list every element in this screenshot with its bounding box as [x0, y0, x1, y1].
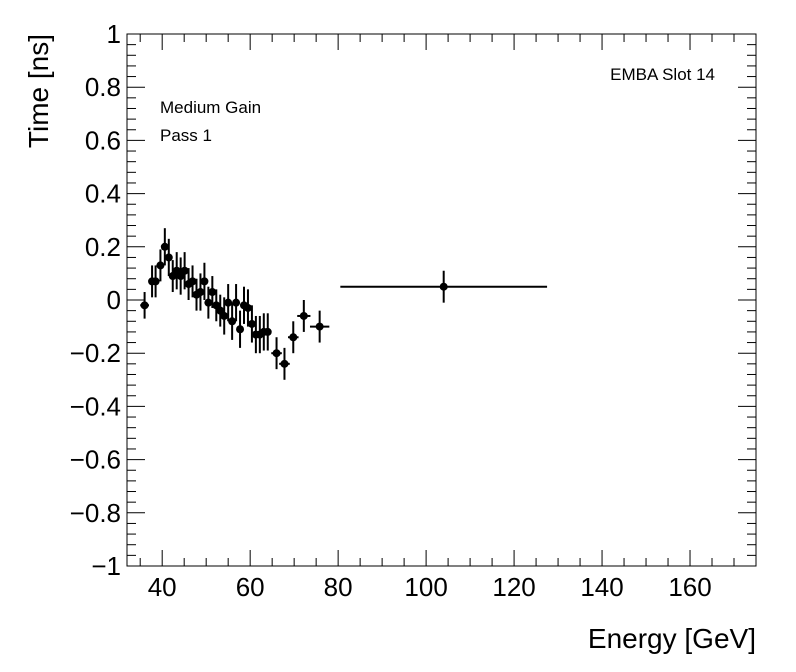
y-tick-label: 0.6	[85, 125, 121, 155]
annotation-gain: Medium Gain	[160, 98, 261, 117]
annotation-slot: EMBA Slot 14	[610, 65, 715, 84]
point-marker	[439, 282, 448, 291]
x-tick-label: 60	[236, 572, 265, 602]
data-point	[164, 238, 173, 277]
x-tick-label: 160	[668, 572, 711, 602]
point-marker	[315, 322, 324, 331]
data-point	[196, 273, 205, 311]
data-point	[263, 313, 272, 351]
data-point	[243, 289, 252, 327]
point-marker	[160, 242, 169, 251]
data-point	[220, 297, 229, 335]
y-tick-label: −0.6	[70, 445, 121, 475]
data-point	[151, 265, 160, 298]
y-tick-label: 0.2	[85, 232, 121, 262]
point-marker	[299, 311, 308, 320]
point-marker	[247, 319, 256, 328]
data-point	[271, 337, 282, 370]
data-point	[255, 315, 264, 354]
data-point	[247, 305, 256, 343]
x-tick-label: 140	[580, 572, 623, 602]
annotation-pass: Pass 1	[160, 126, 212, 145]
data-point	[180, 252, 189, 290]
point-marker	[236, 325, 245, 334]
y-tick-label: 0	[107, 285, 121, 315]
y-tick-label: −0.4	[70, 391, 121, 421]
point-marker	[220, 311, 229, 320]
data-point	[297, 300, 311, 332]
data-point	[287, 321, 299, 354]
point-marker	[164, 253, 173, 262]
data-point	[168, 260, 177, 293]
point-marker	[263, 327, 272, 336]
data-point	[228, 302, 237, 340]
data-point	[340, 270, 548, 303]
y-tick-labels: −1 −0.8 −0.6 −0.4 −0.2 0 0.2 0.4 0.6 0.8 1	[70, 19, 121, 581]
x-tick-label: 40	[148, 572, 177, 602]
data-point	[279, 347, 290, 380]
y-tick-label: −0.2	[70, 338, 121, 368]
point-marker	[232, 298, 241, 307]
point-marker	[289, 333, 298, 342]
data-point	[188, 265, 197, 298]
data-point	[208, 276, 217, 308]
y-tick-label: 0.4	[85, 179, 121, 209]
y-tick-label: −0.8	[70, 498, 121, 528]
point-marker	[180, 266, 189, 275]
y-tick-label: 1	[107, 19, 121, 49]
point-marker	[243, 303, 252, 312]
point-marker	[204, 298, 213, 307]
point-marker	[188, 277, 197, 286]
data-point	[232, 284, 241, 322]
axis-ticks	[127, 33, 757, 567]
point-marker	[140, 301, 149, 310]
data-point	[236, 310, 245, 348]
data-point	[156, 249, 165, 282]
data-point	[160, 228, 169, 266]
data-point	[172, 252, 181, 290]
point-marker	[196, 288, 205, 297]
y-axis-title: Time [ns]	[23, 34, 54, 148]
point-marker	[156, 261, 165, 270]
point-marker	[228, 317, 237, 326]
data-point	[140, 292, 149, 319]
x-axis-title: Energy [GeV]	[588, 623, 756, 654]
x-tick-label: 80	[324, 572, 353, 602]
data-point	[200, 262, 209, 300]
x-tick-label: 100	[404, 572, 447, 602]
y-tick-label: 0.8	[85, 72, 121, 102]
point-marker	[280, 359, 289, 368]
data-point	[216, 294, 225, 327]
data-point	[224, 284, 233, 322]
point-marker	[200, 277, 209, 286]
point-marker	[208, 288, 217, 297]
point-marker	[151, 277, 160, 286]
data-point	[176, 257, 185, 295]
x-tick-label: 120	[492, 572, 535, 602]
data-points	[140, 228, 548, 380]
y-tick-label: −1	[91, 551, 121, 581]
x-tick-labels: 40 60 80 100 120 140 160	[148, 572, 712, 602]
data-point	[309, 310, 330, 343]
point-marker	[272, 349, 281, 358]
point-marker	[224, 298, 233, 307]
